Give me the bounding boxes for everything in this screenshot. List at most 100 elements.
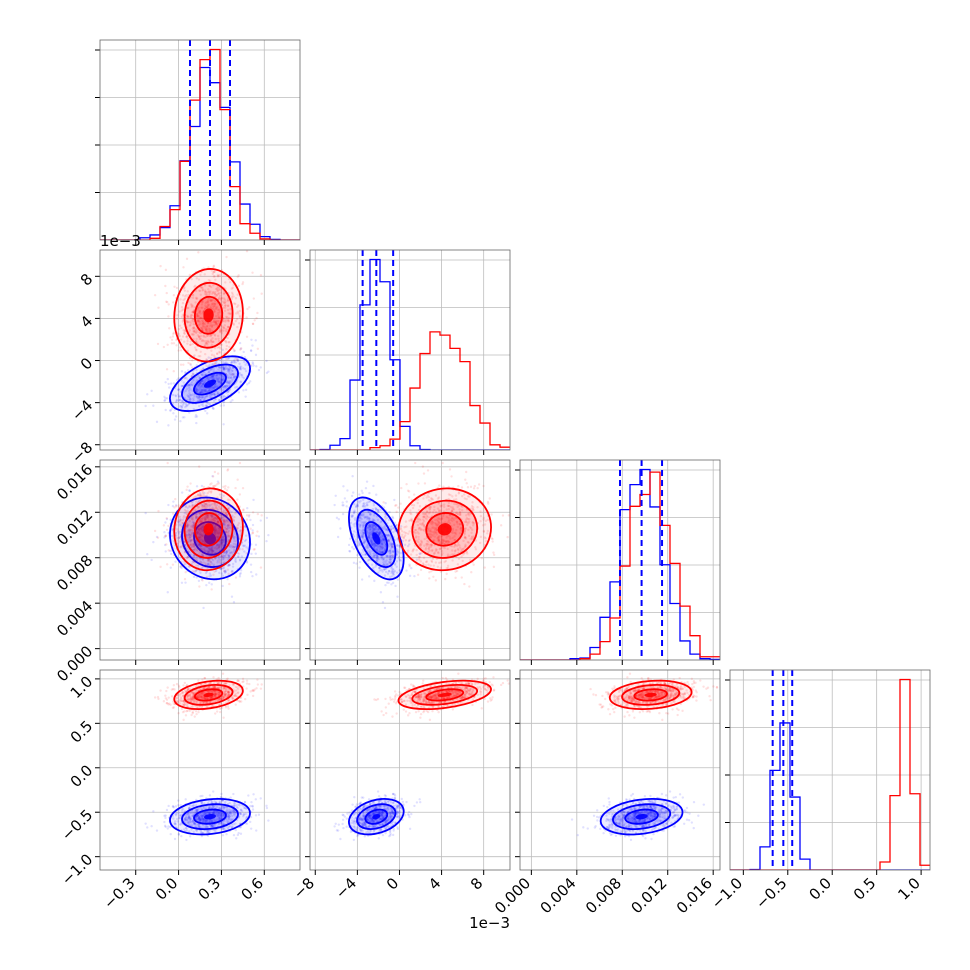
sample-point bbox=[221, 325, 224, 328]
sample-point bbox=[175, 505, 178, 508]
sample-point bbox=[175, 317, 179, 320]
sample-point bbox=[252, 498, 255, 502]
sample-point bbox=[220, 396, 223, 400]
sample-point bbox=[448, 468, 452, 471]
sample-point bbox=[216, 521, 220, 525]
sample-point bbox=[208, 490, 211, 493]
sample-point bbox=[177, 504, 181, 507]
sample-point bbox=[220, 541, 224, 544]
sample-point bbox=[224, 512, 228, 515]
sample-point bbox=[444, 577, 447, 581]
sample-point bbox=[202, 516, 206, 519]
sample-point bbox=[195, 376, 198, 379]
sample-point bbox=[210, 321, 213, 324]
sample-point bbox=[199, 317, 202, 320]
sample-point bbox=[260, 514, 263, 517]
sample-point bbox=[172, 370, 175, 373]
sample-point bbox=[227, 382, 231, 385]
sample-point bbox=[210, 515, 214, 519]
sample-point bbox=[181, 308, 185, 311]
sample-point bbox=[237, 375, 241, 379]
sample-point bbox=[201, 286, 204, 290]
sample-point bbox=[198, 396, 202, 399]
sample-point bbox=[218, 294, 222, 298]
sample-point bbox=[236, 325, 239, 329]
sample-point bbox=[209, 339, 213, 343]
sample-point bbox=[360, 578, 364, 581]
sample-point bbox=[222, 519, 226, 523]
sample-point bbox=[219, 328, 222, 332]
sample-point bbox=[206, 513, 210, 516]
sample-point bbox=[204, 517, 207, 521]
sample-point bbox=[186, 290, 189, 293]
sample-point bbox=[220, 377, 223, 380]
sample-point bbox=[251, 344, 254, 347]
sample-point bbox=[203, 352, 207, 356]
sample-point bbox=[185, 488, 188, 492]
sample-point bbox=[171, 335, 175, 338]
sample-point bbox=[172, 331, 176, 334]
sample-point bbox=[201, 306, 204, 309]
sample-point bbox=[222, 301, 226, 305]
sample-point bbox=[219, 539, 223, 542]
sample-point bbox=[218, 561, 221, 564]
sample-point bbox=[190, 524, 193, 528]
sample-point bbox=[491, 540, 494, 543]
sample-point bbox=[197, 384, 201, 387]
sample-point bbox=[183, 340, 186, 343]
sample-point bbox=[223, 324, 227, 327]
sample-point bbox=[163, 395, 166, 399]
sample-point bbox=[180, 315, 184, 319]
sample-point bbox=[203, 505, 206, 508]
sample-point bbox=[204, 290, 207, 294]
sample-point bbox=[226, 240, 228, 242]
sample-point bbox=[491, 537, 494, 541]
sample-point bbox=[198, 310, 201, 314]
sample-point bbox=[209, 305, 213, 308]
sample-point bbox=[222, 520, 226, 523]
sample-point bbox=[238, 493, 242, 496]
sample-point bbox=[197, 319, 200, 323]
sample-point bbox=[203, 518, 207, 521]
sample-point bbox=[188, 399, 191, 402]
sample-point bbox=[216, 378, 219, 381]
sample-point bbox=[230, 376, 233, 379]
sample-point bbox=[208, 284, 211, 288]
sample-point bbox=[265, 359, 268, 363]
sample-point bbox=[174, 497, 177, 501]
sample-point bbox=[198, 316, 201, 319]
sample-point bbox=[214, 398, 217, 401]
sample-point bbox=[211, 375, 215, 378]
sample-point bbox=[501, 514, 505, 517]
sample-point bbox=[226, 469, 229, 472]
sample-point bbox=[247, 515, 251, 518]
sample-point bbox=[192, 542, 195, 545]
sample-point bbox=[201, 517, 204, 520]
sample-point bbox=[203, 389, 206, 392]
sample-point bbox=[210, 545, 214, 549]
sample-point bbox=[200, 373, 203, 376]
sample-point bbox=[198, 310, 202, 313]
sample-point bbox=[193, 285, 196, 289]
sample-point bbox=[219, 404, 222, 407]
sample-point bbox=[249, 827, 253, 830]
sample-point bbox=[199, 337, 202, 340]
sample-point bbox=[216, 274, 220, 278]
sample-point bbox=[228, 545, 232, 549]
sample-point bbox=[194, 301, 197, 304]
sample-point bbox=[226, 357, 230, 360]
panel-2-2 bbox=[515, 459, 721, 665]
sample-point bbox=[210, 363, 214, 366]
sample-point bbox=[391, 515, 394, 519]
sample-point bbox=[251, 362, 255, 365]
sample-point bbox=[191, 359, 194, 362]
sample-point bbox=[227, 564, 230, 567]
sample-point bbox=[383, 606, 387, 610]
sample-point bbox=[199, 312, 202, 315]
sample-point bbox=[221, 558, 225, 561]
sample-point bbox=[213, 303, 216, 306]
sample-point bbox=[204, 390, 207, 394]
sample-point bbox=[239, 347, 243, 350]
sample-point bbox=[455, 569, 459, 573]
sample-point bbox=[231, 514, 234, 517]
